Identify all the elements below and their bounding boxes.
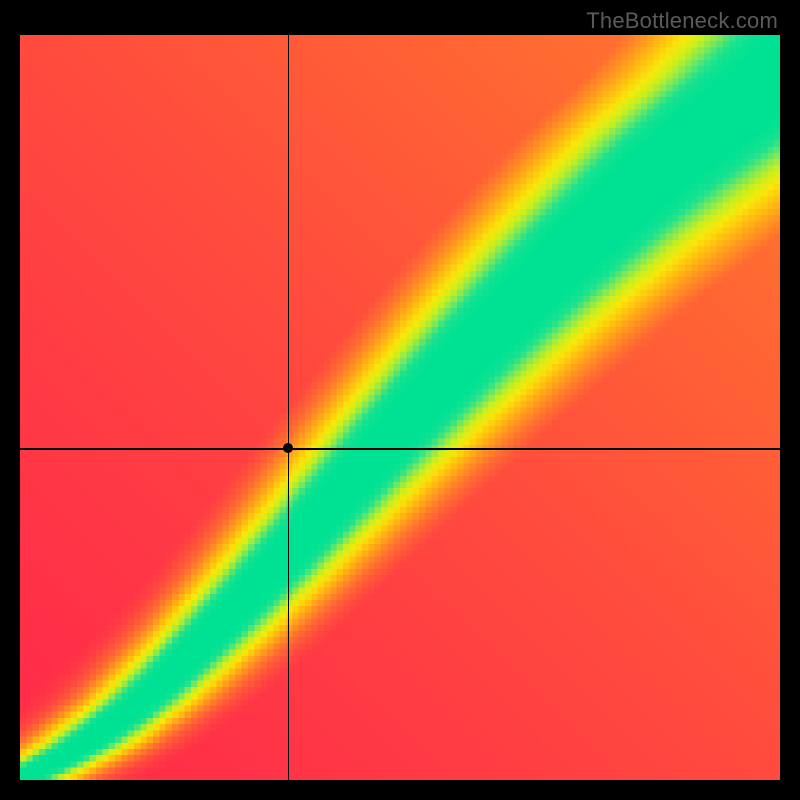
crosshair-vertical [288,35,289,780]
watermark-text: TheBottleneck.com [586,8,778,34]
heatmap-canvas [20,35,780,780]
bottleneck-heatmap-plot [20,35,780,780]
selection-marker-dot[interactable] [283,443,293,453]
crosshair-horizontal [20,448,780,449]
